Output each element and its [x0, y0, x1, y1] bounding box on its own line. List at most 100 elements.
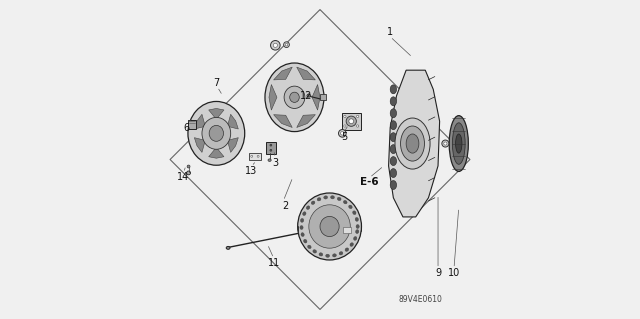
- Ellipse shape: [265, 63, 324, 132]
- Text: 7: 7: [213, 78, 220, 88]
- Ellipse shape: [285, 43, 288, 46]
- Polygon shape: [227, 138, 238, 152]
- Polygon shape: [209, 147, 224, 158]
- Ellipse shape: [339, 130, 346, 137]
- Ellipse shape: [320, 217, 339, 237]
- Ellipse shape: [308, 245, 311, 249]
- Ellipse shape: [319, 253, 323, 256]
- Ellipse shape: [353, 211, 356, 215]
- Ellipse shape: [209, 125, 223, 141]
- Ellipse shape: [350, 243, 353, 246]
- Ellipse shape: [309, 205, 350, 248]
- Ellipse shape: [298, 193, 362, 260]
- Polygon shape: [273, 67, 292, 80]
- Ellipse shape: [337, 197, 341, 201]
- Ellipse shape: [346, 116, 356, 126]
- Ellipse shape: [356, 230, 359, 234]
- Bar: [342, 113, 361, 130]
- Ellipse shape: [226, 246, 230, 249]
- Ellipse shape: [395, 118, 430, 169]
- Ellipse shape: [317, 198, 321, 201]
- Bar: [320, 94, 326, 100]
- Ellipse shape: [307, 206, 310, 209]
- Polygon shape: [269, 85, 277, 110]
- Ellipse shape: [303, 239, 307, 243]
- Ellipse shape: [340, 132, 344, 135]
- Ellipse shape: [271, 41, 280, 50]
- Text: 13: 13: [245, 166, 257, 176]
- Ellipse shape: [390, 85, 397, 94]
- Ellipse shape: [307, 94, 311, 97]
- Ellipse shape: [187, 165, 190, 168]
- Ellipse shape: [390, 133, 397, 142]
- Ellipse shape: [406, 134, 419, 153]
- Ellipse shape: [339, 252, 343, 255]
- Ellipse shape: [333, 254, 337, 257]
- Text: 2: 2: [282, 201, 288, 211]
- Ellipse shape: [390, 157, 397, 166]
- Ellipse shape: [390, 109, 397, 118]
- Ellipse shape: [344, 115, 346, 118]
- Ellipse shape: [390, 97, 397, 106]
- Ellipse shape: [268, 159, 271, 161]
- Polygon shape: [312, 85, 320, 110]
- Polygon shape: [297, 115, 316, 128]
- Text: 3: 3: [272, 158, 278, 168]
- Ellipse shape: [284, 42, 289, 48]
- Ellipse shape: [300, 226, 303, 229]
- Ellipse shape: [456, 134, 462, 153]
- Ellipse shape: [390, 181, 397, 189]
- Polygon shape: [388, 70, 440, 217]
- Polygon shape: [195, 138, 205, 152]
- Ellipse shape: [390, 168, 397, 177]
- Ellipse shape: [442, 140, 449, 147]
- Text: E-6: E-6: [360, 177, 379, 187]
- Ellipse shape: [345, 248, 349, 251]
- Ellipse shape: [301, 233, 304, 236]
- Ellipse shape: [356, 125, 359, 127]
- Polygon shape: [297, 67, 316, 80]
- Ellipse shape: [344, 125, 346, 127]
- Text: 12: 12: [300, 91, 312, 101]
- Ellipse shape: [257, 155, 259, 157]
- Ellipse shape: [324, 196, 328, 199]
- Ellipse shape: [401, 126, 424, 161]
- Bar: [266, 142, 276, 154]
- Ellipse shape: [349, 205, 352, 209]
- Ellipse shape: [353, 237, 357, 240]
- Ellipse shape: [356, 115, 359, 118]
- Ellipse shape: [344, 200, 347, 204]
- Ellipse shape: [331, 196, 335, 199]
- Text: 6: 6: [184, 122, 189, 133]
- Text: 89V4E0610: 89V4E0610: [399, 295, 443, 304]
- Ellipse shape: [301, 219, 304, 222]
- Text: 1: 1: [387, 27, 393, 37]
- Ellipse shape: [349, 119, 354, 124]
- Bar: [343, 227, 351, 233]
- Ellipse shape: [449, 116, 468, 171]
- Text: 11: 11: [268, 258, 280, 268]
- Polygon shape: [195, 114, 205, 129]
- Ellipse shape: [355, 218, 358, 221]
- Ellipse shape: [313, 250, 317, 253]
- Text: 9: 9: [435, 268, 441, 278]
- Polygon shape: [209, 108, 224, 119]
- Ellipse shape: [270, 144, 272, 146]
- Ellipse shape: [202, 117, 230, 149]
- Ellipse shape: [390, 121, 397, 130]
- Ellipse shape: [303, 212, 306, 215]
- Ellipse shape: [444, 142, 447, 145]
- Ellipse shape: [187, 171, 191, 175]
- Text: 5: 5: [340, 132, 347, 142]
- Ellipse shape: [311, 201, 315, 204]
- Text: 14: 14: [177, 172, 189, 182]
- Ellipse shape: [452, 123, 465, 164]
- Ellipse shape: [270, 149, 272, 151]
- Ellipse shape: [273, 43, 277, 48]
- Ellipse shape: [326, 254, 330, 257]
- Ellipse shape: [251, 155, 253, 157]
- Bar: [188, 120, 196, 129]
- Polygon shape: [227, 114, 238, 129]
- Bar: [248, 153, 261, 160]
- Text: 10: 10: [448, 268, 460, 278]
